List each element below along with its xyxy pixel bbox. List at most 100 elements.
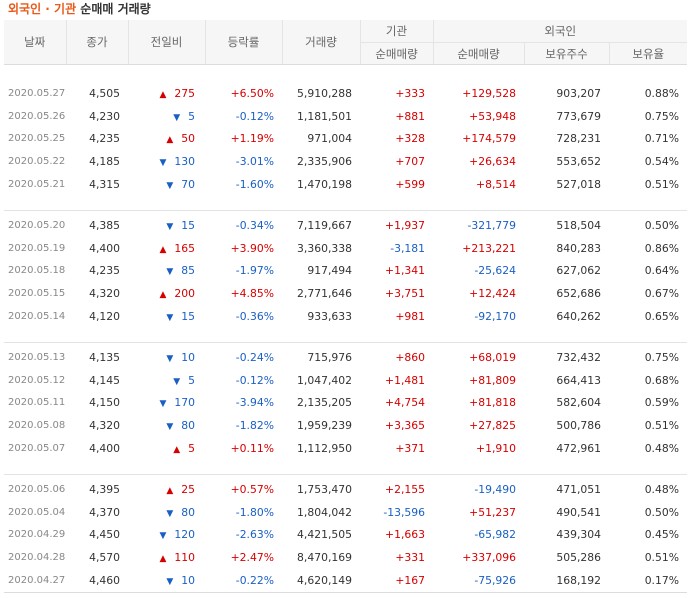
up-arrow-icon: ▲ — [159, 89, 167, 100]
table-row: 2020.05.20 4,385 ▼ 15 -0.34% 7,119,667 +1,937 -… — [4, 211, 687, 237]
cell-institution-net: +707 — [395, 155, 425, 169]
cell-foreign-ratio: 0.71% — [644, 132, 679, 146]
cell-close: 4,145 — [89, 373, 120, 387]
cell-foreign-holdings: 527,018 — [556, 178, 601, 192]
down-arrow-icon: ▼ — [166, 313, 174, 324]
cell-rate: -1.97% — [235, 264, 274, 278]
cell-close: 4,150 — [89, 396, 120, 410]
cell-change-value: 120 — [174, 528, 195, 542]
cell-institution-net: +3,365 — [385, 419, 425, 433]
cell-change-value: 5 — [188, 442, 195, 456]
table-body: 2020.05.27 4,505 ▲ 275 +6.50% 5,910,288 +333 +1… — [4, 65, 687, 593]
cell-foreign-ratio: 0.50% — [644, 505, 679, 519]
cell-close: 4,185 — [89, 155, 120, 169]
down-arrow-icon: ▼ — [173, 112, 181, 123]
header-foreign-ratio: 보유율 — [609, 42, 687, 65]
group-divider — [4, 210, 687, 211]
cell-change: ▼ 5 — [128, 369, 205, 392]
cell-change: ▲ 110 — [128, 546, 205, 569]
cell-change-value: 15 — [181, 218, 195, 232]
panel-title-rest: 순매매 거래량 — [76, 2, 151, 16]
cell-foreign-net: +174,579 — [462, 132, 516, 146]
cell-volume: 1,181,501 — [297, 109, 352, 123]
cell-foreign-holdings: 664,413 — [556, 373, 601, 387]
cell-foreign-holdings: 903,207 — [556, 86, 601, 100]
cell-rate: -0.24% — [235, 350, 274, 364]
cell-date: 2020.05.18 — [8, 265, 66, 277]
cell-foreign-holdings: 652,686 — [556, 287, 601, 301]
down-arrow-icon: ▼ — [159, 158, 167, 169]
cell-foreign-net: +53,948 — [469, 109, 516, 123]
cell-change-value: 10 — [181, 350, 195, 364]
cell-change-value: 275 — [174, 86, 195, 100]
cell-date: 2020.05.11 — [8, 397, 66, 409]
cell-change: ▼ 10 — [128, 343, 205, 369]
cell-institution-net: +4,754 — [385, 396, 425, 410]
panel-title-accent: 외국인 · 기관 — [8, 2, 77, 16]
cell-rate: +2.47% — [230, 551, 274, 565]
cell-foreign-net: -65,982 — [474, 528, 516, 542]
cell-institution-net: -13,596 — [383, 505, 425, 519]
cell-institution-net: +328 — [395, 132, 425, 146]
cell-change-value: 170 — [174, 396, 195, 410]
cell-change-value: 85 — [181, 264, 195, 278]
cell-foreign-net: -92,170 — [474, 310, 516, 324]
table-bottom-border — [4, 592, 687, 593]
cell-foreign-holdings: 472,961 — [556, 442, 601, 456]
cell-date: 2020.05.12 — [8, 374, 66, 386]
cell-foreign-ratio: 0.48% — [644, 442, 679, 456]
cell-foreign-ratio: 0.67% — [644, 287, 679, 301]
cell-foreign-ratio: 0.88% — [644, 86, 679, 100]
table-row: 2020.04.27 4,460 ▼ 10 -0.22% 4,620,149 +167 -75… — [4, 569, 687, 592]
header-foreign-holdings: 보유주수 — [524, 42, 610, 65]
cell-foreign-holdings: 840,283 — [556, 241, 601, 255]
cell-change-value: 200 — [174, 287, 195, 301]
cell-volume: 933,633 — [307, 310, 352, 324]
cell-foreign-net: -25,624 — [474, 264, 516, 278]
cell-volume: 5,910,288 — [297, 86, 352, 100]
cell-institution-net: +333 — [395, 86, 425, 100]
cell-change: ▲ 5 — [128, 437, 205, 460]
cell-change-value: 80 — [181, 505, 195, 519]
table-row: 2020.05.26 4,230 ▼ 5 -0.12% 1,181,501 +881 +53,… — [4, 105, 687, 128]
cell-foreign-net: +68,019 — [469, 350, 516, 364]
cell-foreign-holdings: 168,192 — [556, 574, 601, 588]
cell-foreign-ratio: 0.75% — [644, 350, 679, 364]
table-row: 2020.05.04 4,370 ▼ 80 -1.80% 1,804,042 -13,596… — [4, 501, 687, 524]
cell-rate: +0.57% — [230, 482, 274, 496]
cell-volume: 1,959,239 — [297, 419, 352, 433]
cell-foreign-holdings: 471,051 — [556, 482, 601, 496]
up-arrow-icon: ▲ — [166, 485, 174, 496]
cell-close: 4,385 — [89, 218, 120, 232]
cell-institution-net: +1,937 — [385, 218, 425, 232]
cell-rate: +3.90% — [230, 241, 274, 255]
cell-change-value: 70 — [181, 178, 195, 192]
table-row: 2020.05.15 4,320 ▲ 200 +4.85% 2,771,646 +3,751… — [4, 282, 687, 305]
cell-volume: 2,771,646 — [297, 287, 352, 301]
cell-change-value: 50 — [181, 132, 195, 146]
cell-close: 4,505 — [89, 86, 120, 100]
down-arrow-icon: ▼ — [166, 577, 174, 588]
table-row: 2020.05.08 4,320 ▼ 80 -1.82% 1,959,239 +3,365 +… — [4, 414, 687, 437]
cell-volume: 4,421,505 — [297, 528, 352, 542]
cell-institution-net: +881 — [395, 109, 425, 123]
group-divider — [4, 474, 687, 475]
cell-close: 4,235 — [89, 132, 120, 146]
header-institution-group: 기관 — [360, 20, 434, 43]
down-arrow-icon: ▼ — [173, 376, 181, 387]
cell-date: 2020.05.13 — [8, 351, 66, 363]
cell-foreign-holdings: 627,062 — [556, 264, 601, 278]
cell-rate: -1.80% — [235, 505, 274, 519]
cell-foreign-holdings: 640,262 — [556, 310, 601, 324]
cell-foreign-ratio: 0.65% — [644, 310, 679, 324]
header-institution-net: 순매매량 — [360, 42, 434, 65]
cell-foreign-holdings: 732,432 — [556, 350, 601, 364]
cell-foreign-net: -19,490 — [474, 482, 516, 496]
cell-institution-net: +1,341 — [385, 264, 425, 278]
table-row: 2020.05.19 4,400 ▲ 165 +3.90% 3,360,338 -3,181… — [4, 237, 687, 260]
group-divider — [4, 342, 687, 343]
cell-close: 4,400 — [89, 241, 120, 255]
cell-rate: +6.50% — [230, 86, 274, 100]
cell-foreign-holdings: 728,231 — [556, 132, 601, 146]
cell-close: 4,570 — [89, 551, 120, 565]
